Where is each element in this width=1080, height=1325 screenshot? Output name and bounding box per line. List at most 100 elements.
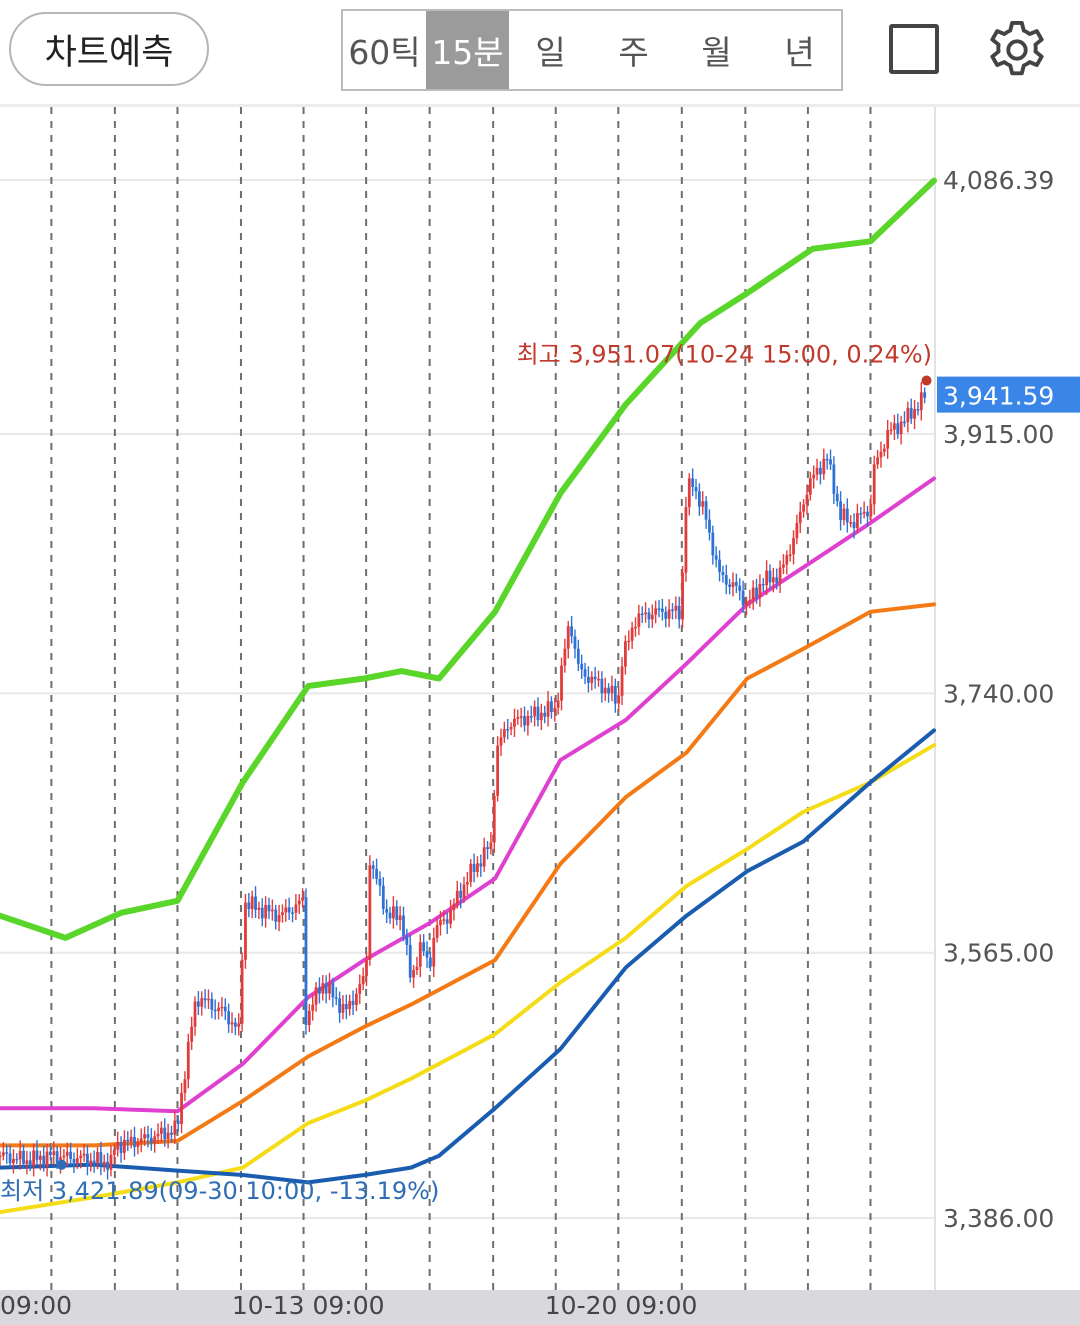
candle-body: [862, 511, 866, 514]
candle-body: [170, 1132, 173, 1135]
candle-body: [856, 513, 859, 529]
candle-body: [227, 1011, 231, 1025]
candle-body: [213, 1009, 217, 1012]
candle-body: [539, 712, 543, 721]
candle-body: [422, 942, 426, 952]
candle-body: [590, 676, 594, 683]
candle-body: [230, 1022, 234, 1025]
candle-body: [815, 467, 819, 475]
candle-body: [146, 1134, 150, 1138]
candle-body: [751, 587, 755, 601]
candle-body: [371, 865, 375, 869]
candle-body: [724, 575, 728, 585]
period-tab-5[interactable]: 년: [784, 33, 815, 72]
candle-body: [533, 706, 537, 717]
candle-body: [186, 1041, 190, 1080]
candle-body: [718, 559, 721, 572]
candle-body: [260, 907, 264, 919]
y-tick-label: 3,386.00: [943, 1204, 1054, 1233]
candle-body: [15, 1158, 19, 1161]
period-tab-0[interactable]: 60틱: [348, 33, 421, 72]
candle-body: [556, 700, 560, 708]
period-tab-3[interactable]: 주: [618, 33, 649, 72]
candle-body: [919, 392, 923, 411]
candle-body: [254, 896, 257, 910]
candle-body: [660, 608, 664, 612]
candle-body: [761, 583, 765, 586]
candle-body: [442, 919, 446, 921]
candle-body: [543, 712, 547, 717]
candle-body: [560, 665, 563, 701]
x-tick-label: 10-13 09:00: [231, 1291, 385, 1320]
candle-body: [126, 1139, 130, 1142]
candle-body: [49, 1151, 52, 1156]
candle-body: [247, 902, 251, 910]
price-chart[interactable]: 4,086.39 3,915.00 3,740.00 3,565.00 3,386.00…: [0, 107, 1080, 1290]
candle-body: [492, 795, 496, 843]
candle-body: [805, 494, 809, 505]
candle-body: [351, 1000, 355, 1005]
candle-body: [624, 641, 627, 667]
candle-body: [250, 896, 254, 910]
candle-body: [18, 1150, 22, 1160]
period-tab-4[interactable]: 월: [701, 33, 732, 72]
candle-body: [133, 1136, 136, 1148]
candle-body: [462, 884, 466, 898]
candle-body: [307, 1010, 311, 1025]
candle-body: [301, 897, 305, 901]
low-marker: [56, 1159, 67, 1170]
candle-body: [657, 608, 661, 610]
candle-body: [25, 1160, 29, 1164]
candle-body: [415, 966, 419, 971]
candle-body: [509, 726, 513, 730]
candle-body: [566, 626, 570, 649]
candle-body: [92, 1160, 96, 1163]
toolbar-divider: [0, 104, 1080, 107]
candle-body: [355, 993, 358, 1005]
candle-body: [792, 538, 795, 555]
candle-body: [903, 421, 906, 424]
candle-body: [69, 1151, 73, 1160]
candle-body: [613, 685, 617, 704]
candle-body: [802, 504, 806, 512]
candle-body: [889, 429, 893, 432]
candle-body: [281, 912, 284, 916]
candle-body: [654, 608, 658, 615]
candle-body: [388, 912, 392, 919]
candle-body: [123, 1139, 126, 1153]
period-tab-2[interactable]: 일: [535, 33, 566, 72]
candle-body: [697, 491, 701, 507]
candle-body: [637, 613, 641, 627]
candle-body: [294, 904, 298, 913]
low-annotation: 최저 3,421.89(09-30 10:00, -13.19%): [0, 1177, 439, 1205]
candle-body: [244, 902, 247, 960]
candle-body: [694, 487, 698, 492]
candle-body: [149, 1137, 153, 1144]
candle-body: [180, 1092, 183, 1124]
candle-body: [314, 987, 318, 1005]
candle-body: [62, 1155, 66, 1158]
chart-predict-button[interactable]: 차트예측: [9, 12, 209, 86]
candle-body: [22, 1150, 25, 1164]
candle-body: [677, 605, 681, 620]
candle-body: [738, 585, 742, 591]
candle-body: [348, 1000, 352, 1010]
candle-body: [203, 998, 207, 1001]
candle-body: [728, 584, 732, 587]
candle-body: [45, 1151, 49, 1167]
candle-body: [32, 1150, 36, 1166]
candle-body: [553, 707, 557, 712]
square-icon[interactable]: [889, 24, 939, 74]
candle-body: [334, 997, 338, 999]
candle-body: [5, 1152, 9, 1154]
gear-icon[interactable]: [986, 19, 1048, 81]
candle-body: [546, 701, 550, 717]
candle-body: [617, 695, 621, 704]
period-tab-1[interactable]: 15분: [426, 11, 509, 89]
candle-body: [136, 1142, 140, 1148]
candle-body: [909, 407, 913, 419]
candle-body: [233, 1022, 237, 1027]
candle-body: [842, 508, 846, 521]
current-price-label: 3,941.59: [943, 382, 1054, 411]
candle-body: [603, 687, 607, 694]
